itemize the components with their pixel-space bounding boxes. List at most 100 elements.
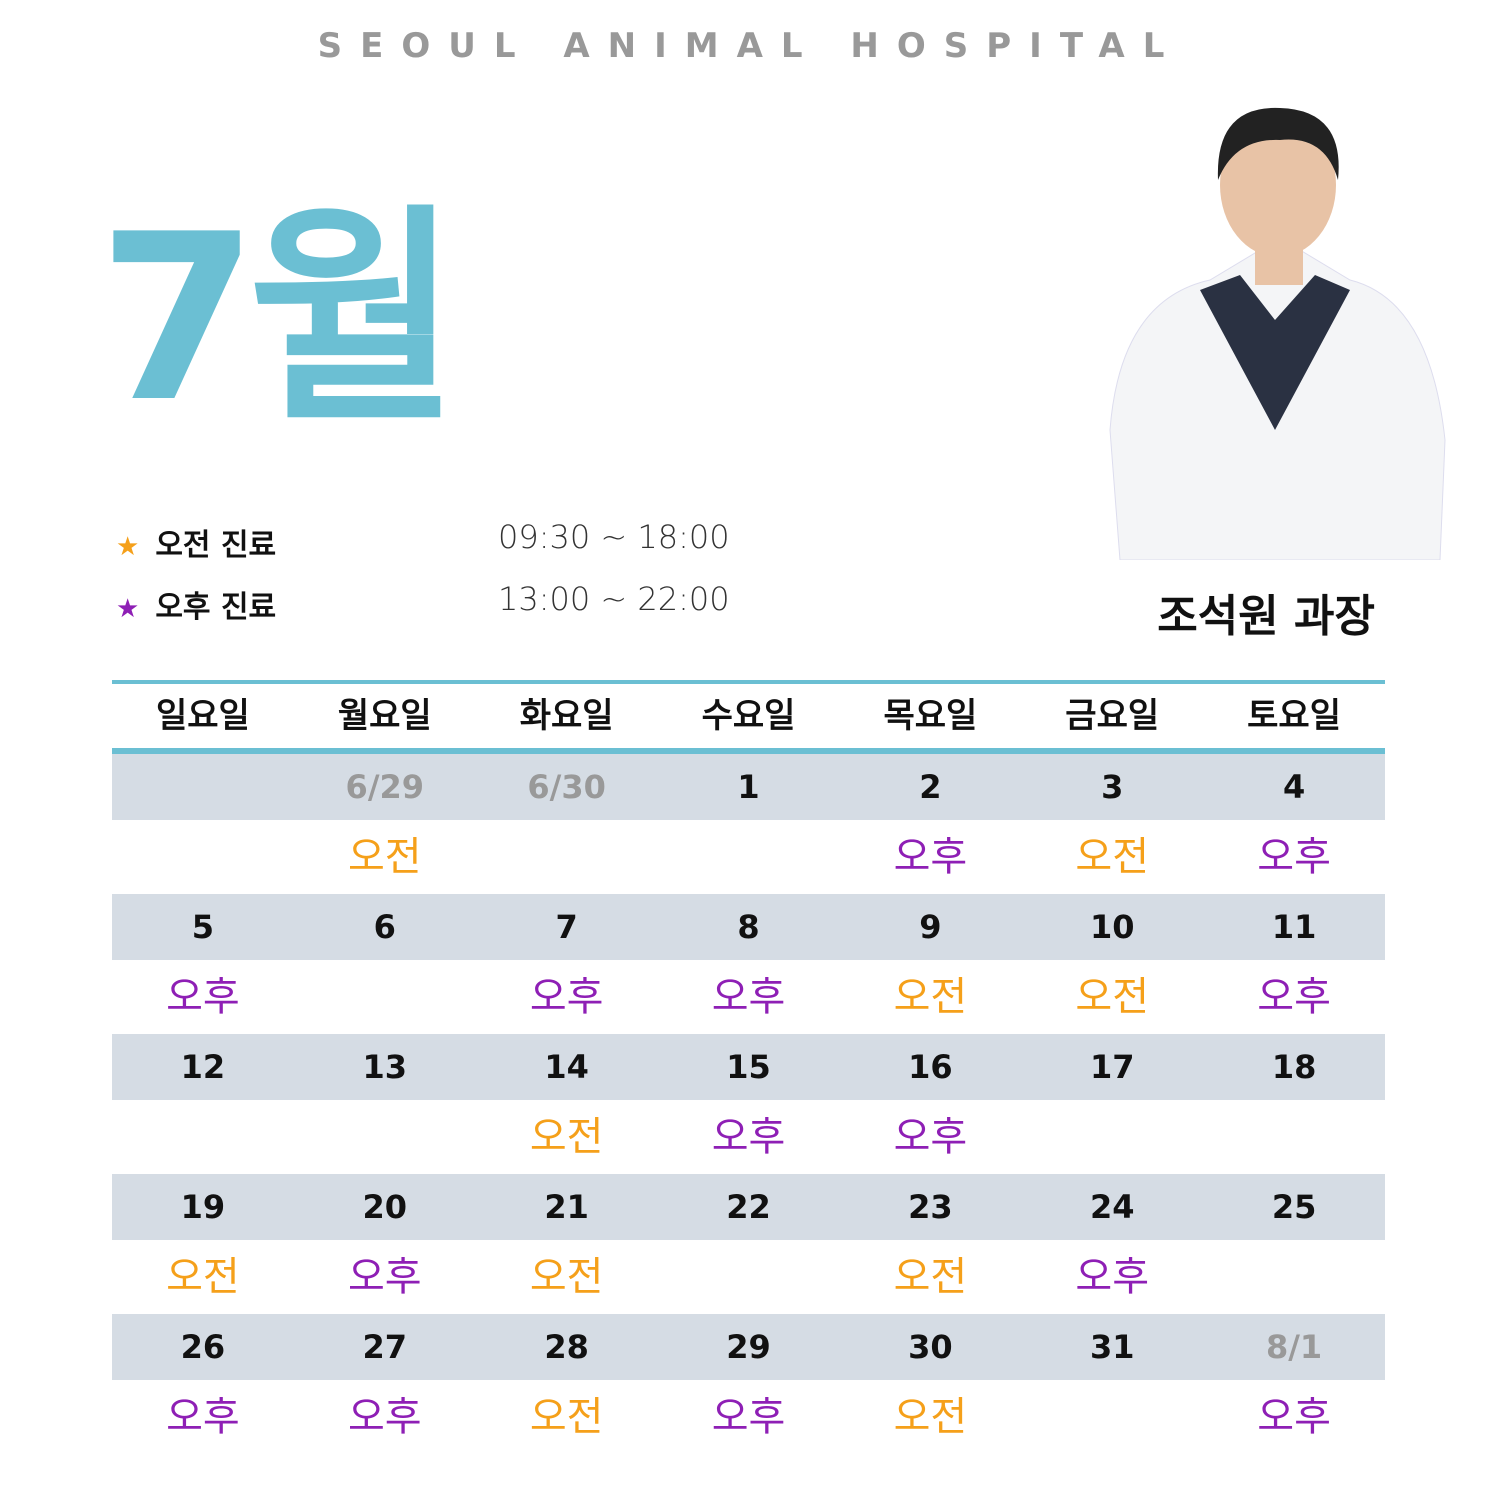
empty-cell [658,1240,840,1314]
date: 10 [1089,908,1135,946]
doctor-photo [1109,107,1446,560]
date: 1 [737,768,760,806]
shift: 오전 [1075,974,1150,1020]
shift: 오후 [347,1394,422,1440]
shift-row: 오전 오후 오전 오후 [112,820,1385,894]
month-title: 7월 [98,186,460,453]
date: 14 [544,1048,589,1086]
legend-marker: ★ [116,594,140,624]
shift: 오전 [893,974,968,1020]
legend-item: ★ 오후 진료 [116,582,276,626]
date: 13 [362,1048,408,1086]
weekday: 목요일 [883,696,978,736]
date: 6 [373,908,396,946]
shift: 오후 [1257,834,1331,880]
calendar: 일요일 월요일 화요일 수요일 목요일 금요일 토요일 6/29 6/30 1 2 3 4 오전 오후 오전 오… [112,680,1385,1454]
doctor-name: 조석원 과장 [1157,591,1375,642]
weekday: 일요일 [156,696,250,736]
date: 20 [362,1188,408,1226]
date: 19 [180,1188,226,1226]
weekday: 토요일 [1247,696,1341,736]
date-row: 26 27 28 29 30 31 8/1 [112,1314,1385,1380]
weekday: 금요일 [1065,696,1160,736]
date-row: 12 13 14 15 16 17 18 [112,1034,1385,1100]
legend-marker: ★ [116,532,140,562]
weekday: 월요일 [337,696,432,736]
date: 8 [737,908,760,946]
shift: 오후 [1075,1254,1150,1300]
date: 31 [1089,1328,1135,1366]
date: 26 [180,1328,226,1366]
empty-cell [112,754,294,820]
date: 4 [1282,768,1306,806]
date: 15 [726,1048,771,1086]
shift: 오전 [529,1394,604,1440]
empty-cell [294,1100,476,1174]
date: 6/30 [527,768,606,806]
date: 6/29 [345,768,425,806]
weekday: 화요일 [519,696,614,736]
date: 30 [908,1328,953,1366]
shift: 오전 [347,834,422,880]
date: 22 [726,1188,771,1226]
legend-item: ★ 오전 진료 [116,520,276,564]
date-row: 6/29 6/30 1 2 3 4 [112,754,1385,820]
weekday-header: 일요일 월요일 화요일 수요일 목요일 금요일 토요일 [112,680,1385,754]
date: 2 [919,768,942,806]
date: 3 [1101,768,1124,806]
empty-cell [1203,1100,1385,1174]
empty-cell [112,820,294,894]
empty-cell [1021,1380,1203,1454]
empty-cell [1203,1240,1385,1314]
shift: 오후 [711,974,786,1020]
shift: 오후 [166,1394,240,1440]
weekday: 수요일 [701,696,796,736]
legend-label: 오전 진료 [155,528,277,563]
shift: 오전 [529,1114,604,1160]
shift: 오후 [893,834,968,880]
date: 24 [1089,1188,1135,1226]
date-row: 5 6 7 8 9 10 11 [112,894,1385,960]
legend-hours: 13:00 ~ 22:00 [498,580,730,618]
empty-cell [112,1100,294,1174]
date: 28 [544,1328,589,1366]
shift: 오후 [893,1114,968,1160]
date: 27 [362,1328,408,1366]
shift: 오후 [347,1254,422,1300]
date: 11 [1271,908,1317,946]
date: 8/1 [1265,1328,1323,1366]
legend-hours: 09:30 ~ 18:00 [498,518,730,556]
shift: 오전 [893,1394,968,1440]
shift-row: 오전 오후 오전 오전 오후 [112,1240,1385,1314]
brand: SEOUL ANIMAL HOSPITAL [317,26,1183,66]
date-row: 19 20 21 22 23 24 25 [112,1174,1385,1240]
date: 18 [1271,1048,1317,1086]
date: 29 [726,1328,771,1366]
date: 7 [555,908,578,946]
shift: 오전 [166,1254,240,1300]
date: 25 [1271,1188,1317,1226]
shift-row: 오전 오후 오후 [112,1100,1385,1174]
empty-cell [658,820,840,894]
shift: 오전 [893,1254,968,1300]
date: 21 [544,1188,589,1226]
empty-cell [294,960,476,1034]
empty-cell [476,820,658,894]
shift: 오후 [166,974,240,1020]
shift-row: 오후 오후 오후 오전 오전 오후 [112,960,1385,1034]
shift: 오후 [711,1394,786,1440]
date: 9 [919,908,942,946]
date: 12 [180,1048,226,1086]
date: 16 [908,1048,953,1086]
shift: 오후 [529,974,604,1020]
date: 5 [191,908,215,946]
shift: 오후 [1257,974,1331,1020]
shift: 오전 [529,1254,604,1300]
date: 17 [1089,1048,1135,1086]
shift: 오후 [1257,1394,1331,1440]
shift: 오후 [711,1114,786,1160]
legend-label: 오후 진료 [155,590,277,625]
date: 23 [908,1188,953,1226]
shift-row: 오후 오후 오전 오후 오전 오후 [112,1380,1385,1454]
